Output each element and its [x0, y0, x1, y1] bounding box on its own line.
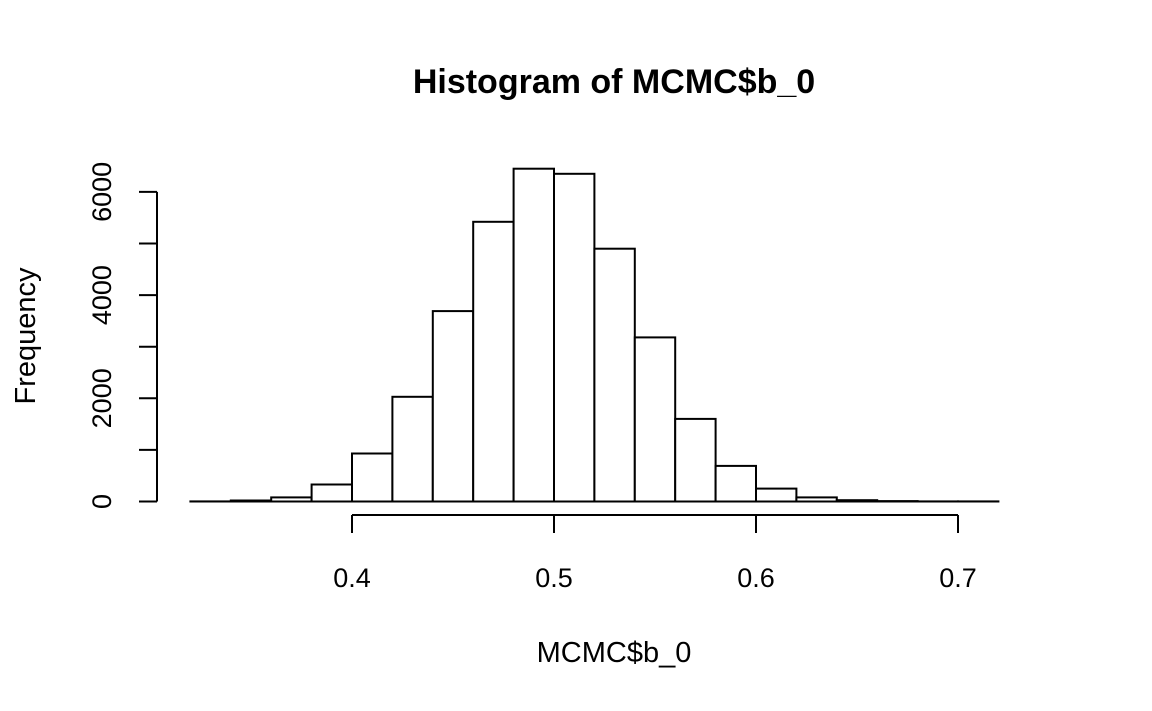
- histogram-bar: [593, 247, 636, 503]
- histogram-bar: [755, 487, 798, 503]
- histogram-bar: [714, 464, 757, 503]
- chart-title: Histogram of MCMC$b_0: [413, 63, 815, 101]
- x-tick-label: 0.4: [333, 563, 371, 593]
- histogram-bar: [270, 496, 313, 503]
- y-tick-label: 4000: [87, 265, 117, 325]
- histogram-bar: [795, 496, 838, 503]
- histogram-bar: [391, 395, 434, 503]
- y-axis-label: Frequency: [10, 267, 42, 405]
- histogram-bar: [351, 452, 394, 503]
- histogram-bar: [472, 220, 515, 503]
- histogram-bar: [229, 499, 273, 503]
- y-tick-label: 0: [87, 494, 117, 509]
- bars-group: [189, 167, 1000, 503]
- y-tick-label: 6000: [87, 162, 117, 222]
- histogram-bar: [674, 417, 717, 503]
- histogram-bar: [633, 336, 677, 503]
- x-tick-label: 0.6: [737, 563, 775, 593]
- y-tick-label: 2000: [87, 368, 117, 428]
- x-tick-label: 0.5: [535, 563, 573, 593]
- x-axis-label: MCMC$b_0: [537, 637, 692, 669]
- y-axis: 0 2000 4000 6000: [87, 162, 158, 509]
- histogram-bar: [835, 499, 879, 503]
- histogram-bar: [431, 310, 475, 503]
- x-tick-label: 0.7: [939, 563, 977, 593]
- histogram-bar: [512, 167, 555, 503]
- histogram-bar: [310, 483, 354, 503]
- x-axis: 0.4 0.5 0.6 0.7: [333, 514, 977, 593]
- histogram-bar: [553, 172, 596, 503]
